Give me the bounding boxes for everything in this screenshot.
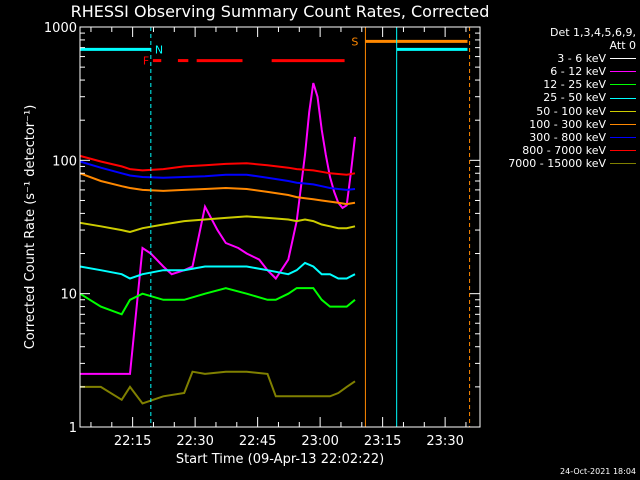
x-tick-label-4: 23:15: [364, 434, 401, 449]
series-line-8: [80, 370, 356, 405]
x-tick-label-5: 23:30: [426, 434, 463, 449]
flag-label-2: S: [351, 35, 358, 48]
legend-header-line-2: Att 0: [609, 39, 636, 53]
series-line-1: [80, 82, 356, 375]
legend-entry-6: 300 - 800 keV: [488, 131, 636, 144]
legend-rows: 3 - 6 keV 6 - 12 keV 12 - 25 keV 25 - 50 ke…: [488, 52, 636, 170]
legend-header-line-1: Det 1,3,4,5,6,9,: [549, 26, 636, 39]
x-axis-label: Start Time (09-Apr-13 22:02:22): [176, 452, 384, 467]
legend-entry-8: 7000 - 15000 keV: [488, 157, 636, 170]
y-tick-label-2: 100: [52, 154, 77, 169]
series-line-6: [79, 160, 356, 191]
x-tick-label-2: 22:45: [239, 434, 276, 449]
legend-swatch: [610, 84, 636, 86]
series-line-2: [79, 287, 356, 316]
legend-label: 300 - 800 keV: [529, 130, 606, 144]
legend-label: 50 - 100 keV: [536, 104, 606, 118]
x-tick-label-1: 22:30: [176, 434, 213, 449]
legend-label: 3 - 6 keV: [557, 52, 606, 66]
legend-label: 100 - 300 keV: [529, 117, 606, 131]
legend-entry-4: 50 - 100 keV: [488, 105, 636, 118]
chart-title: RHESSI Observing Summary Count Rates, Co…: [70, 2, 490, 21]
legend-label: 800 - 7000 keV: [522, 143, 606, 157]
y-tick-label-0: 1: [69, 421, 77, 436]
legend-label: 6 - 12 keV: [550, 65, 606, 79]
legend-swatch: [610, 71, 636, 73]
legend-swatch: [610, 58, 636, 60]
legend-entry-3: 25 - 50 keV: [488, 91, 636, 104]
series-line-7: [79, 154, 356, 176]
legend-entry-1: 6 - 12 keV: [488, 65, 636, 78]
flag-label-1: F: [143, 55, 149, 68]
series-line-4: [79, 215, 356, 234]
plot-frame: [79, 26, 481, 428]
legend-swatch: [610, 97, 636, 99]
legend-label: 7000 - 15000 keV: [508, 156, 606, 170]
legend-entry-5: 100 - 300 keV: [488, 118, 636, 131]
flag-label-0: N: [155, 43, 163, 56]
legend-entry-2: 12 - 25 keV: [488, 78, 636, 91]
legend-entry-0: 3 - 6 keV: [488, 52, 636, 65]
y-tick-label-1: 10: [60, 288, 77, 303]
legend-swatch: [610, 136, 636, 138]
y-axis-label: Corrected Count Rate (s⁻¹ detector⁻¹): [23, 105, 38, 350]
legend-swatch: [610, 149, 636, 151]
series-line-5: [79, 172, 356, 206]
legend-header: Det 1,3,4,5,6,9, Att 0: [488, 26, 636, 52]
legend-swatch: [610, 162, 636, 164]
x-tick-label-0: 22:15: [114, 434, 151, 449]
x-tick-label-3: 23:00: [301, 434, 338, 449]
legend-label: 25 - 50 keV: [543, 91, 606, 105]
timestamp: 24-Oct-2021 18:04: [560, 467, 636, 476]
series-line-3: [79, 261, 356, 280]
y-tick-label-3: 1000: [44, 21, 77, 36]
legend-label: 12 - 25 keV: [543, 78, 606, 92]
legend-swatch: [610, 123, 636, 125]
legend-swatch: [610, 110, 636, 112]
legend: Det 1,3,4,5,6,9, Att 0 3 - 6 keV 6 - 12 k…: [488, 26, 636, 170]
legend-entry-7: 800 - 7000 keV: [488, 144, 636, 157]
